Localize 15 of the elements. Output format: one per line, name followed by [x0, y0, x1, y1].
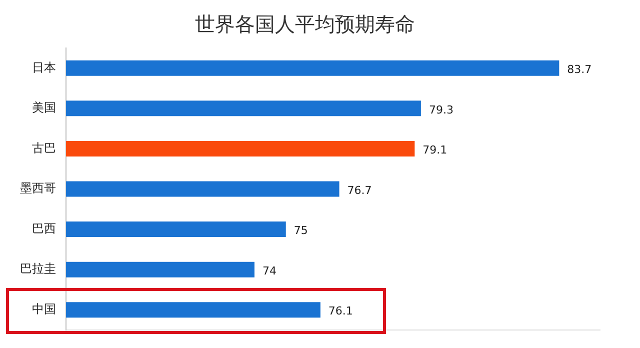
y-tick-label: 美国	[32, 100, 56, 115]
data-label: 75	[294, 224, 308, 238]
data-label: 79.3	[428, 103, 454, 116]
y-tick-label: 日本	[32, 60, 56, 74]
y-tick-label: 巴西	[32, 221, 56, 236]
y-tick-label: 中国	[32, 302, 56, 316]
data-label: 76.1	[328, 304, 353, 318]
data-label: 74	[262, 264, 276, 278]
y-tick-label: 墨西哥	[20, 181, 56, 196]
y-tick-label: 巴拉圭	[20, 262, 56, 276]
chart-title: 世界各国人平均预期寿命	[195, 12, 415, 36]
y-tick-label: 古巴	[32, 140, 56, 155]
data-label: 83.7	[567, 63, 592, 76]
data-label: 76.7	[347, 184, 372, 197]
data-label: 79.1	[422, 144, 448, 157]
